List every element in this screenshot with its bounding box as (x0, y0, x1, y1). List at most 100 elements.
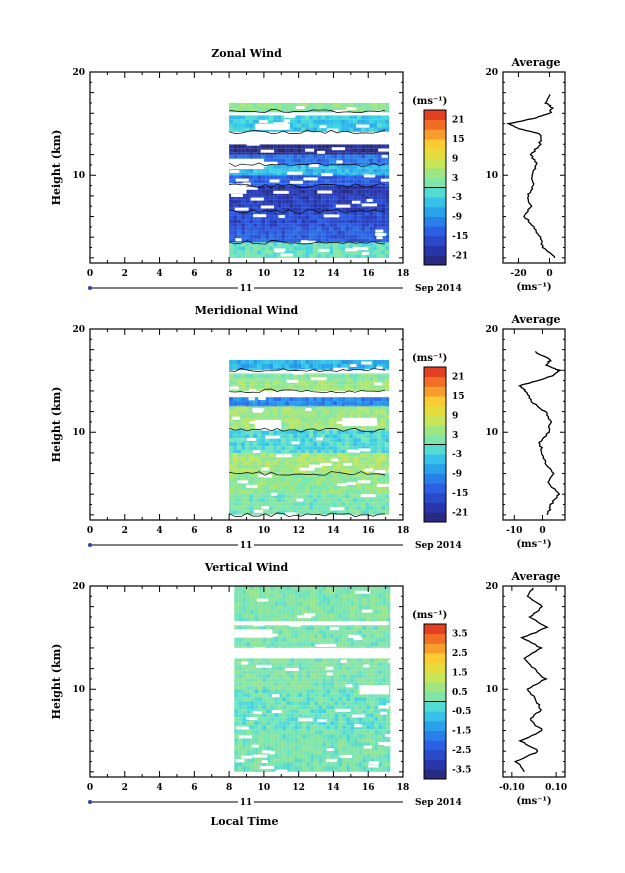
heatmap-cell (237, 514, 242, 515)
heatmap-cell (366, 693, 371, 698)
heatmap-cell (333, 510, 338, 515)
heatmap-cell (233, 203, 238, 208)
heatmap-cell (265, 397, 270, 402)
heatmap-cell (357, 374, 362, 379)
heatmap-cell (289, 164, 294, 169)
heatmap-cell (258, 686, 263, 690)
heatmap-cell (361, 144, 366, 149)
heatmap-cell (349, 238, 354, 243)
heatmap-cell (341, 405, 346, 407)
heatmap-cell (337, 107, 342, 111)
heatmap-cell (238, 658, 243, 663)
heatmap-cell (257, 189, 262, 194)
heatmap-cell (317, 107, 322, 111)
heatmap-cell (358, 666, 363, 671)
heatmap-cell (273, 175, 278, 180)
heatmap-cell (338, 670, 343, 675)
heatmap-cell (298, 705, 303, 710)
heatmap-cell (265, 242, 270, 247)
heatmap-cell (341, 175, 346, 180)
heatmap-cell (305, 422, 310, 427)
heatmap-cell (321, 127, 326, 132)
heatmap-cell (345, 384, 350, 389)
heatmap-cell (241, 434, 246, 439)
heatmap-cell (338, 678, 343, 683)
heatmap-cell (337, 422, 342, 427)
heatmap-cell (238, 662, 243, 667)
heatmap-cell (277, 374, 282, 379)
heatmap-cell (317, 148, 322, 153)
heatmap-cell (261, 438, 266, 443)
heatmap-cell (318, 666, 323, 671)
heatmap-cell (333, 230, 338, 235)
heatmap-cell (241, 485, 246, 490)
heatmap-cell (334, 705, 339, 710)
heatmap-cell (253, 401, 258, 406)
heatmap-cell (277, 193, 282, 196)
heatmap-cell (285, 207, 290, 212)
heatmap-cell (330, 697, 335, 702)
heatmap-cell (274, 638, 279, 643)
heatmap-cell (306, 693, 311, 698)
heatmap-cell (366, 594, 371, 598)
heatmap-cell (302, 602, 307, 606)
heatmap-cell (294, 658, 299, 663)
heatmap-cell (354, 701, 359, 706)
heatmap-cell (266, 590, 271, 594)
heatmap-cell (341, 473, 346, 478)
heatmap-cell (249, 498, 254, 503)
data-gap (249, 421, 264, 424)
colorbar-segment (424, 434, 446, 445)
heatmap-cell (321, 115, 326, 120)
heatmap-cell (369, 464, 374, 469)
heatmap-cell (313, 506, 318, 511)
heatmap-cell (237, 364, 242, 368)
heatmap-cell (377, 193, 382, 196)
heatmap-cell (317, 401, 322, 406)
heatmap-cell (329, 374, 334, 379)
heatmap-cell (313, 189, 318, 194)
heatmap-cell (266, 697, 271, 702)
heatmap-cell (237, 123, 242, 128)
heatmap-cell (353, 414, 358, 419)
heatmap-cell (290, 634, 295, 639)
heatmap-cell (269, 223, 274, 227)
heatmap-cell (341, 103, 346, 107)
heatmap-cell (302, 697, 307, 702)
heatmap-cell (253, 489, 258, 494)
heatmap-cell (233, 374, 238, 379)
colorbar-tick-label: -15 (452, 489, 468, 499)
heatmap-cell (245, 401, 250, 406)
heatmap-cell (337, 472, 342, 474)
heatmap-cell (258, 662, 263, 667)
heatmap-cell (321, 510, 326, 515)
heatmap-cell (317, 434, 322, 439)
heatmap-cell (342, 662, 347, 667)
heatmap-cell (253, 211, 258, 216)
heatmap-cell (377, 514, 382, 515)
heatmap-cell (302, 610, 307, 614)
heatmap-cell (237, 414, 242, 419)
heatmap-cell (237, 510, 242, 515)
heatmap-cell (341, 154, 346, 159)
heatmap-cell (381, 422, 386, 427)
heatmap-cell (301, 183, 306, 186)
heatmap-cell (265, 183, 270, 186)
heatmap-cell (317, 430, 322, 435)
heatmap-cell (309, 506, 314, 511)
heatmap-cell (281, 380, 286, 385)
heatmap-cell (378, 598, 383, 602)
heatmap-cell (281, 460, 286, 465)
heatmap-cell (261, 481, 266, 486)
heatmap-cell (233, 514, 238, 515)
heatmap-cell (293, 414, 298, 419)
heatmap-cell (313, 493, 318, 495)
heatmap-cell (369, 506, 374, 511)
heatmap-cell (281, 144, 286, 149)
heatmap-cell (337, 195, 342, 200)
heatmap-cell (269, 378, 274, 381)
heatmap-cell (301, 211, 306, 216)
heatmap-cell (345, 211, 350, 216)
heatmap-cell (301, 103, 306, 107)
heatmap-cell (357, 164, 362, 169)
